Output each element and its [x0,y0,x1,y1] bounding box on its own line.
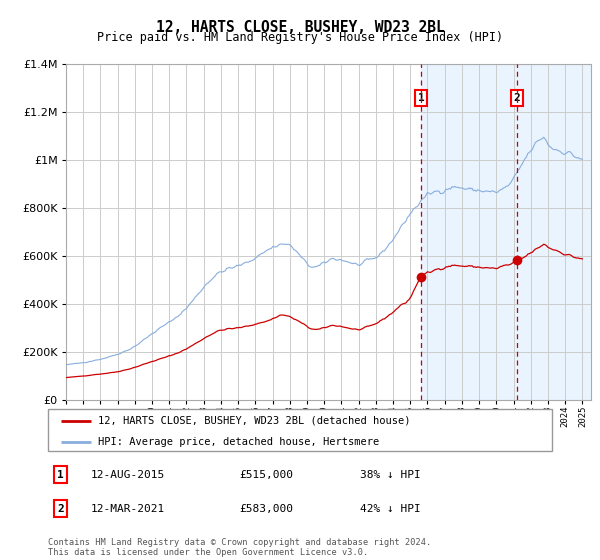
Bar [421,64,600,400]
Text: 42% ↓ HPI: 42% ↓ HPI [361,504,421,514]
Text: 12, HARTS CLOSE, BUSHEY, WD23 2BL (detached house): 12, HARTS CLOSE, BUSHEY, WD23 2BL (detac… [98,416,411,426]
Text: 2: 2 [57,504,64,514]
Text: 12-MAR-2021: 12-MAR-2021 [91,504,165,514]
Text: HPI: Average price, detached house, Hertsmere: HPI: Average price, detached house, Hert… [98,437,380,446]
Text: 12, HARTS CLOSE, BUSHEY, WD23 2BL: 12, HARTS CLOSE, BUSHEY, WD23 2BL [155,20,445,35]
Text: £515,000: £515,000 [239,470,293,479]
Text: Price paid vs. HM Land Registry's House Price Index (HPI): Price paid vs. HM Land Registry's House … [97,31,503,44]
Text: 1: 1 [418,93,424,103]
Text: Contains HM Land Registry data © Crown copyright and database right 2024.
This d: Contains HM Land Registry data © Crown c… [48,538,431,557]
Text: 2: 2 [514,93,520,103]
Text: £583,000: £583,000 [239,504,293,514]
Text: 38% ↓ HPI: 38% ↓ HPI [361,470,421,479]
Text: 12-AUG-2015: 12-AUG-2015 [91,470,165,479]
Text: 1: 1 [57,470,64,479]
